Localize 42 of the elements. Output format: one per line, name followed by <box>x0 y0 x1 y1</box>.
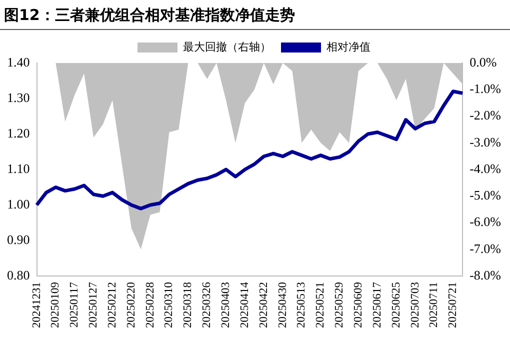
x-tick-label: 20250310 <box>163 282 176 328</box>
x-tick-label: 20250422 <box>258 282 270 328</box>
y-tick-label: 1.30 <box>7 90 30 105</box>
y2-tick-label: -5.0% <box>470 188 502 203</box>
x-tick-label: 20250326 <box>201 282 214 328</box>
legend-label: 最大回撤（右轴） <box>183 40 271 54</box>
chart-title: 图12：三者兼优组合相对基准指数净值走势 <box>0 0 510 30</box>
y-tick-label: 0.80 <box>7 267 30 282</box>
x-tick-label: 20250529 <box>334 282 346 328</box>
x-tick-label: 20250403 <box>220 282 232 328</box>
x-tick-label: 20250109 <box>50 282 62 328</box>
x-tick-label: 20250521 <box>314 282 327 328</box>
x-tick-label: 20241231 <box>30 282 43 328</box>
y2-tick-label: 0.0% <box>470 54 497 70</box>
y2-tick-label: -3.0% <box>470 134 502 150</box>
y2-tick-label: -7.0% <box>470 240 502 256</box>
x-tick-label: 20250318 <box>182 282 194 328</box>
x-tick-label: 20250228 <box>144 282 156 328</box>
x-tick-label: 20250414 <box>238 282 251 328</box>
x-tick-label: 20250127 <box>88 282 100 328</box>
y2-tick-label: -8.0% <box>470 267 502 282</box>
x-tick-label: 20250721 <box>447 282 460 328</box>
y2-tick-label: -2.0% <box>470 108 502 123</box>
x-tick-label: 20250117 <box>68 282 81 328</box>
x-tick-label: 20250220 <box>125 282 138 328</box>
x-tick-label: 20250625 <box>390 282 402 328</box>
x-tick-label: 20250609 <box>352 282 365 328</box>
y-tick-label: 1.40 <box>7 54 30 70</box>
y-tick-label: 1.00 <box>7 196 30 212</box>
x-tick-label: 20250617 <box>371 282 384 328</box>
x-tick-label: 20250513 <box>296 282 308 328</box>
y-tick-label: 1.10 <box>7 160 30 176</box>
y2-tick-label: -4.0% <box>470 160 502 176</box>
x-tick-label: 20250430 <box>276 282 289 328</box>
y-tick-label: 0.90 <box>7 232 30 247</box>
legend-label: 相对净值 <box>326 40 370 54</box>
x-tick-label: 20250703 <box>409 282 422 328</box>
x-tick-label: 20250711 <box>428 282 440 328</box>
y2-tick-label: -6.0% <box>470 214 502 230</box>
y-tick-label: 1.20 <box>7 125 30 140</box>
x-tick-label: 20250212 <box>106 282 118 328</box>
y2-tick-label: -1.0% <box>470 81 502 96</box>
